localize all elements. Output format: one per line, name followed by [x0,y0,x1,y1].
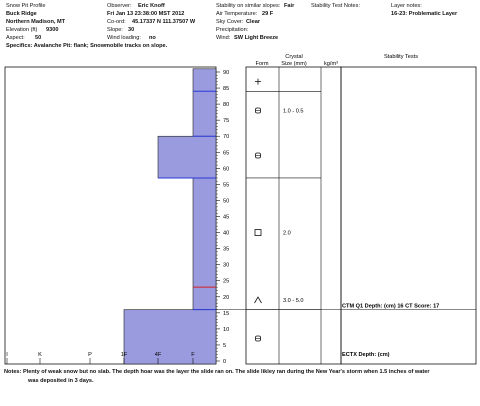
region-name: Northern Madison, MT [6,19,66,25]
elevation-value: 9300 [46,27,59,33]
stability-tests-frame [340,66,477,365]
location-name: Buck Ridge [6,11,37,17]
hardness-tick-label: 1F [121,352,128,358]
crystal-form-rounded-icon [255,107,261,114]
pit-header: Snow Pit Profile Buck Ridge Northern Mad… [0,0,480,60]
depth-tick-label: 0 [223,359,226,365]
precipitation-label: Precipitation: [216,27,249,33]
hardness-layers [123,68,217,365]
hardness-tick-label: P [88,352,92,358]
wind-value: SW Light Breeze [234,35,279,41]
depth-tick-label: 80 [223,102,229,108]
depth-tick-label: 15 [223,311,229,317]
crystal-column-title: Crystal [285,54,302,60]
stability-tests-header: Stability Tests [384,54,418,60]
depth-tick-label: 55 [223,182,229,188]
observer-value: Eric Knoff [138,3,165,9]
sky-cover-label: Sky Cover: [216,19,244,25]
hardness-layer-bar [157,135,217,179]
crystal-form-square-icon [254,229,262,236]
layer-notes-label: Layer notes: [391,3,422,9]
observer-label: Observer: [107,3,132,9]
depth-tick-label: 60 [223,166,229,172]
hardness-layer-bar [123,309,217,365]
depth-tick-label: 45 [223,215,229,221]
hardness-tick-label: I [6,352,8,358]
notes-label: Notes: [4,369,22,375]
crystal-form-+-icon [255,78,261,85]
crystal-form-rounded-icon [255,335,261,342]
density-column-header: kg/m³ [324,61,338,67]
hardness-layer-bar [192,68,217,137]
stability-similar-label: Stability on similar slopes: [216,3,281,9]
hardness-axis: I K P 1F 4F F [6,352,195,364]
depth-tick-label: 10 [223,327,229,333]
elevation-label: Elevation (ft) [6,27,38,33]
depth-tick-label: 90 [223,70,229,76]
depth-tick-label: 20 [223,295,229,301]
depth-tick-label: 40 [223,231,229,237]
slope-value: 30 [128,27,135,33]
profile-title: Snow Pit Profile [6,3,46,9]
layer-boundary-lines [158,90,216,311]
hardness-tick-label: K [38,352,42,358]
depth-tick-label: 5 [223,343,226,349]
aspect-value: 50 [35,35,42,41]
specifics-text: Specifics: Avalanche Pit: flank; Snowmob… [6,43,168,49]
depth-tick-label: 50 [223,198,229,204]
depth-tick-label: 85 [223,86,229,92]
crystal-column: 1.0 - 0.5 2.0 3.0 - 5.0 [246,78,321,342]
sky-cover-value: Clear [246,19,260,25]
snow-pit-chart: Crystal Form Size (mm) kg/m³ Stability T… [4,54,477,365]
depth-tick-label: 35 [223,247,229,253]
depth-tick-label: 30 [223,263,229,269]
depth-tick-label: 65 [223,150,229,156]
stability-test-notes-label: Stability Test Notes: [311,3,361,9]
observation-datetime: Fri Jan 13 23:38:00 MST 2012 [107,11,185,17]
wind-label: Wind: [216,35,231,41]
notes-block: Notes: Plenty of weak snow but no slab. … [4,368,476,386]
form-column-header: Form [255,61,268,67]
crystal-size-label: 2.0 [283,231,291,237]
depth-tick-label: 25 [223,279,229,285]
air-temperature-value: 29 F [262,11,274,17]
depth-axis: 0 5 10 15 20 25 30 35 40 45 50 55 60 65 70 75 80 85 90 [216,70,229,365]
depth-tick-label: 70 [223,134,229,140]
notes-line-2: was deposited in 3 days. [28,378,94,384]
coord-value: 45.17337 N 111.37507 W [132,19,196,25]
slope-label: Slope: [107,27,123,33]
size-column-header: Size (mm) [281,61,307,67]
wind-loading-label: Wind loading: [107,35,141,41]
hardness-layer-bar [192,177,217,310]
stability-test-rows: CTM Q1 Depth: (cm) 16 CT Score: 17 ECTX D… [216,304,476,358]
wind-loading-value: no [149,35,156,41]
crystal-size-label: 3.0 - 5.0 [283,298,304,304]
crystal-form-caret-icon [254,296,262,304]
depth-tick-label: 75 [223,118,229,124]
aspect-label: Aspect: [6,35,25,41]
air-temperature-label: Air Temperature: [216,11,258,17]
layer-notes-value: 16-23: Problematic Layer [391,11,458,17]
crystal-form-rounded-icon [255,152,261,159]
notes-line-1: Plenty of weak snow but no slab. The dep… [22,369,430,375]
stability-test-label: CTM Q1 Depth: (cm) 16 CT Score: 17 [342,304,439,310]
crystal-size-label: 1.0 - 0.5 [283,109,304,115]
hardness-tick-label: 4F [155,352,162,358]
stability-test-label: ECTX Depth: (cm) [342,352,390,358]
hardness-tick-label: F [191,352,195,358]
coord-label: Co-ord: [107,19,126,25]
stability-similar-value: Fair [284,3,295,9]
